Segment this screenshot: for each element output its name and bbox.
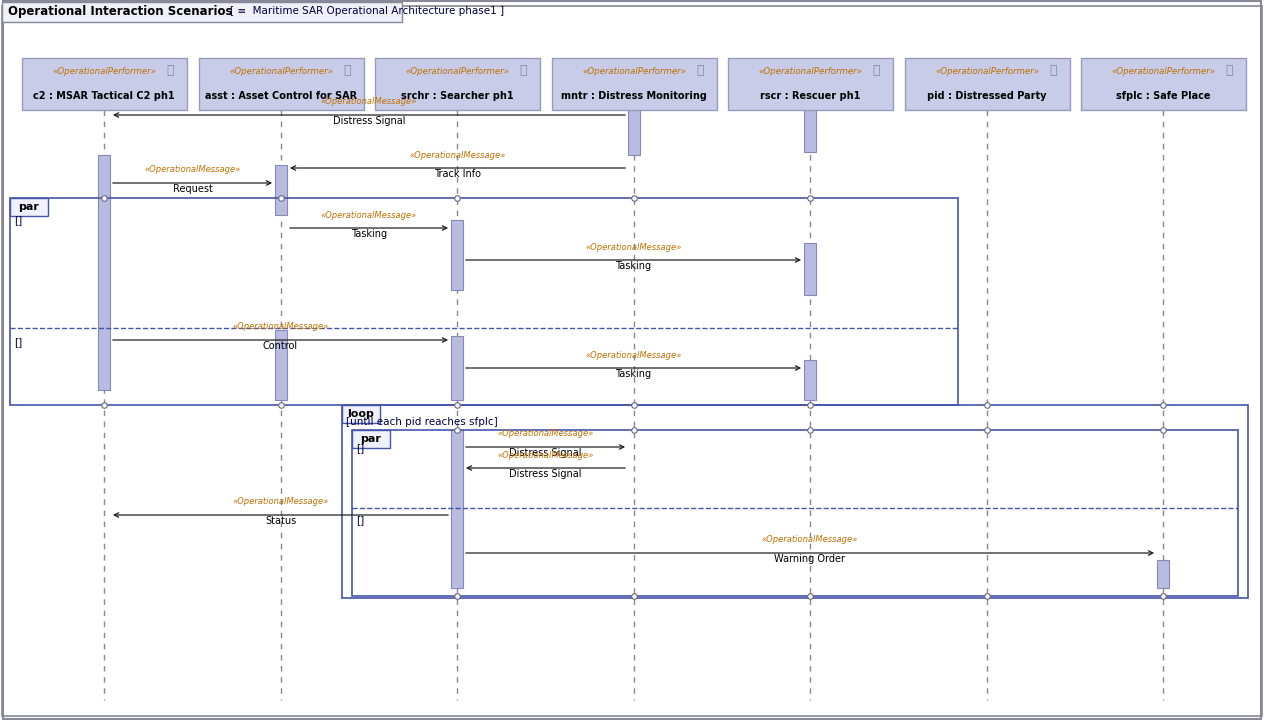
- Text: pid : Distressed Party: pid : Distressed Party: [928, 91, 1047, 101]
- Bar: [1157, 560, 1169, 588]
- Text: srchr : Searcher ph1: srchr : Searcher ph1: [401, 91, 513, 101]
- Bar: [804, 360, 817, 400]
- Text: []: []: [356, 515, 364, 525]
- Text: ⛹: ⛹: [344, 63, 351, 76]
- Bar: [99, 155, 110, 390]
- Text: mntr : Distress Monitoring: mntr : Distress Monitoring: [561, 91, 707, 101]
- Bar: [451, 220, 463, 290]
- Text: c2 : MSAR Tactical C2 ph1: c2 : MSAR Tactical C2 ph1: [33, 91, 174, 101]
- Bar: [10, 198, 48, 216]
- Text: ⛹: ⛹: [872, 63, 880, 76]
- Text: «OperationalPerformer»: «OperationalPerformer»: [404, 68, 509, 76]
- Text: ⛹: ⛹: [1049, 63, 1057, 76]
- Bar: [10, 198, 958, 405]
- Text: «OperationalPerformer»: «OperationalPerformer»: [52, 68, 155, 76]
- Text: []: []: [14, 215, 23, 225]
- Bar: [276, 165, 287, 215]
- Text: «OperationalPerformer»: «OperationalPerformer»: [1111, 68, 1215, 76]
- Text: «OperationalMessage»: «OperationalMessage»: [321, 210, 417, 220]
- Text: «OperationalMessage»: «OperationalMessage»: [144, 166, 240, 174]
- Text: «OperationalMessage»: «OperationalMessage»: [585, 351, 681, 359]
- Text: Tasking: Tasking: [351, 229, 387, 239]
- Bar: [198, 58, 364, 110]
- Bar: [728, 58, 892, 110]
- Text: «OperationalMessage»: «OperationalMessage»: [497, 430, 594, 438]
- Bar: [351, 430, 1237, 596]
- Text: rscr : Rescuer ph1: rscr : Rescuer ph1: [760, 91, 861, 101]
- Bar: [905, 58, 1069, 110]
- Bar: [374, 58, 540, 110]
- Text: [until each pid reaches sfplc]: [until each pid reaches sfplc]: [346, 417, 498, 427]
- Bar: [343, 405, 380, 423]
- Text: Distress Signal: Distress Signal: [509, 448, 581, 458]
- Text: «OperationalMessage»: «OperationalMessage»: [585, 243, 681, 251]
- Bar: [804, 243, 817, 295]
- Text: ⛹: ⛹: [167, 63, 174, 76]
- Text: «OperationalMessage»: «OperationalMessage»: [321, 97, 417, 107]
- Bar: [21, 58, 187, 110]
- Text: par: par: [360, 434, 382, 444]
- Text: Tasking: Tasking: [616, 261, 651, 271]
- Text: loop: loop: [348, 409, 374, 419]
- Bar: [3, 2, 402, 22]
- Text: Operational Interaction Scenarios: Operational Interaction Scenarios: [8, 4, 233, 17]
- Text: «OperationalMessage»: «OperationalMessage»: [762, 536, 858, 544]
- Text: Distress Signal: Distress Signal: [332, 116, 406, 126]
- Text: «OperationalMessage»: «OperationalMessage»: [497, 451, 594, 459]
- Text: sfplc : Safe Place: sfplc : Safe Place: [1116, 91, 1210, 101]
- Text: ⛹: ⛹: [1226, 63, 1234, 76]
- Bar: [351, 430, 391, 448]
- Text: Control: Control: [263, 341, 298, 351]
- Text: Request: Request: [173, 184, 212, 194]
- Text: [ ≡  Maritime SAR Operational Architecture phase1 ]: [ ≡ Maritime SAR Operational Architectur…: [230, 6, 504, 16]
- Text: Tasking: Tasking: [616, 369, 651, 379]
- Text: ⛹: ⛹: [696, 63, 704, 76]
- Bar: [1081, 58, 1245, 110]
- Text: «OperationalPerformer»: «OperationalPerformer»: [229, 68, 332, 76]
- Bar: [451, 336, 463, 400]
- Text: Status: Status: [265, 516, 296, 526]
- Text: par: par: [19, 202, 39, 212]
- Text: Warning Order: Warning Order: [775, 554, 846, 564]
- Bar: [628, 108, 640, 155]
- Text: «OperationalMessage»: «OperationalMessage»: [233, 498, 329, 506]
- Text: []: []: [14, 337, 23, 347]
- Bar: [343, 405, 1248, 598]
- Text: Distress Signal: Distress Signal: [509, 469, 581, 479]
- Text: «OperationalPerformer»: «OperationalPerformer»: [758, 68, 862, 76]
- Text: «OperationalMessage»: «OperationalMessage»: [410, 150, 506, 160]
- Bar: [276, 330, 287, 400]
- Text: «OperationalMessage»: «OperationalMessage»: [233, 323, 329, 331]
- Text: «OperationalPerformer»: «OperationalPerformer»: [581, 68, 686, 76]
- Text: «OperationalPerformer»: «OperationalPerformer»: [935, 68, 1039, 76]
- Bar: [551, 58, 717, 110]
- Text: []: []: [356, 443, 364, 453]
- Text: ⛹: ⛹: [520, 63, 527, 76]
- Bar: [804, 108, 817, 152]
- Text: Track Info: Track Info: [434, 169, 482, 179]
- Bar: [451, 430, 463, 588]
- Text: asst : Asset Control for SAR: asst : Asset Control for SAR: [205, 91, 356, 101]
